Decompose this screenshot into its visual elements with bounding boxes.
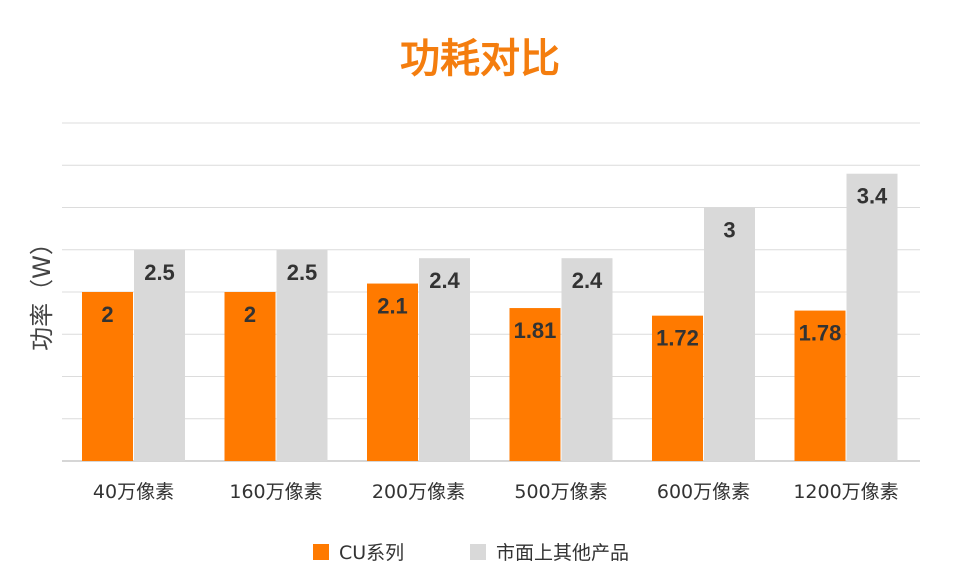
- gridlines: [62, 122, 920, 462]
- data-label: 2.4: [429, 268, 460, 293]
- x-tick-label: 160万像素: [229, 481, 322, 503]
- data-label: 2: [244, 302, 256, 327]
- data-labels: 2 2.5 2 2.5 2.1 2.4 1.81 2.4 1.72 3 1.78 3.4: [101, 184, 888, 351]
- y-axis-label: 功率（W）: [28, 231, 56, 351]
- legend-swatch: [313, 544, 329, 560]
- bar-other-products-2: [419, 258, 470, 461]
- bar-cu-series-3: [509, 308, 561, 461]
- bar-other-products-5: [846, 173, 898, 461]
- data-label: 3.4: [857, 184, 888, 209]
- x-tick-label: 200万像素: [372, 481, 465, 503]
- data-label: 1.81: [514, 318, 557, 343]
- chart-title: 功耗对比: [400, 36, 560, 82]
- x-tick-label: 600万像素: [657, 481, 750, 503]
- legend: CU系列 市面上其他产品: [313, 542, 629, 564]
- bar-cu-series-5: [794, 310, 846, 461]
- data-label: 2.5: [144, 260, 175, 285]
- x-tick-label: 500万像素: [514, 481, 607, 503]
- data-label: 2.5: [287, 260, 318, 285]
- x-tick-label: 40万像素: [93, 481, 174, 503]
- data-label: 2: [101, 302, 113, 327]
- data-label: 2.1: [377, 294, 408, 319]
- data-label: 3: [723, 218, 735, 243]
- x-tick-label: 1200万像素: [793, 481, 898, 503]
- data-label: 2.4: [572, 268, 603, 293]
- legend-label: 市面上其他产品: [496, 542, 629, 564]
- bar-other-products-4: [704, 207, 755, 461]
- bar-other-products-0: [134, 249, 185, 461]
- bar-other-products-3: [561, 258, 613, 461]
- bar-cu-series-1: [224, 292, 276, 461]
- data-label: 1.72: [656, 326, 699, 351]
- bar-other-products-1: [276, 249, 328, 461]
- x-tick-labels: 40万像素 160万像素 200万像素 500万像素 600万像素 1200万像素: [93, 481, 899, 503]
- legend-swatch: [470, 544, 486, 560]
- data-label: 1.78: [799, 321, 842, 346]
- bar-cu-series-4: [652, 315, 703, 461]
- bar-cu-series-2: [367, 283, 418, 461]
- bars: [82, 173, 898, 461]
- bar-cu-series-0: [82, 292, 133, 461]
- legend-label: CU系列: [339, 542, 404, 564]
